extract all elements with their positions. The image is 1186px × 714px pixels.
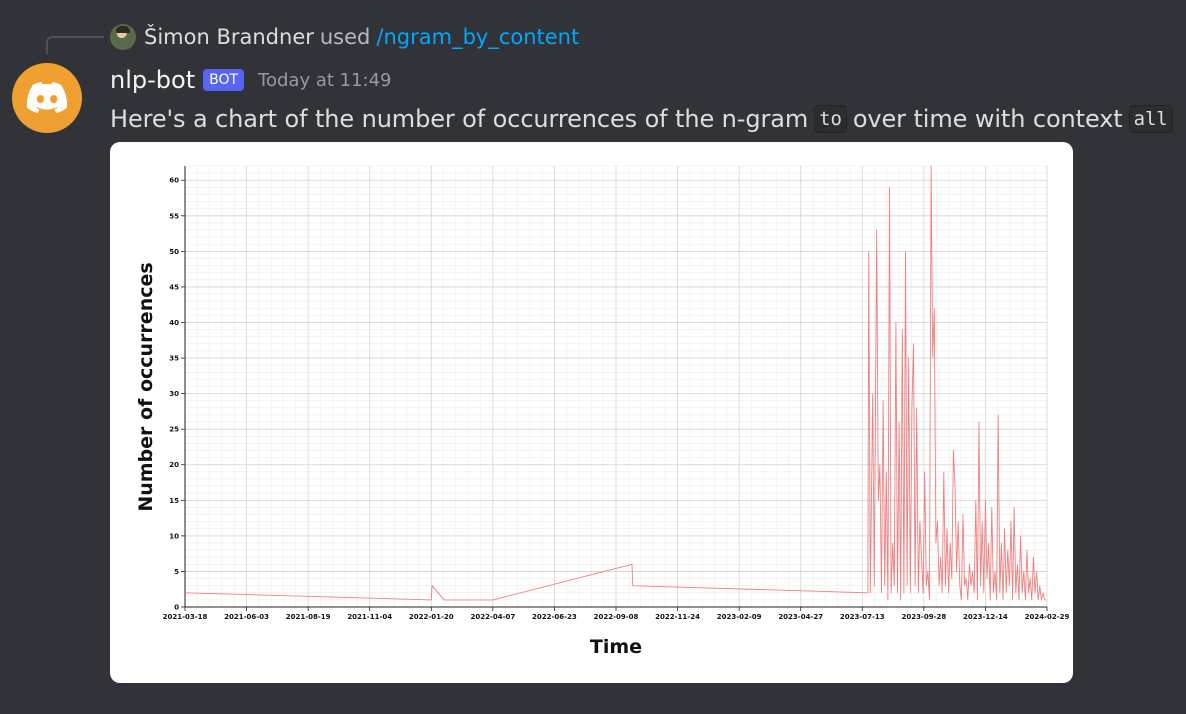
y-tick-label: 20 bbox=[169, 461, 179, 469]
x-tick-label: 2022-01-20 bbox=[409, 613, 454, 621]
x-tick-label: 2023-09-28 bbox=[901, 613, 946, 621]
reply-author[interactable]: Šimon Brandner bbox=[144, 25, 314, 49]
discord-logo-icon bbox=[27, 82, 67, 114]
message-timestamp[interactable]: Today at 11:49 bbox=[258, 69, 392, 91]
x-tick-label: 2021-06-03 bbox=[224, 613, 269, 621]
y-axis-title: Number of occurrences bbox=[135, 262, 157, 511]
y-tick-label: 35 bbox=[169, 355, 179, 363]
x-tick-labels: 2021-03-18 2021-06-03 2021-08-19 2021-11-04… bbox=[163, 613, 1070, 621]
y-tick-label: 30 bbox=[169, 390, 179, 398]
y-tick-label: 50 bbox=[169, 248, 179, 256]
x-axis-title: Time bbox=[590, 636, 642, 658]
x-tick-label: 2023-12-14 bbox=[963, 613, 1008, 621]
x-tick-label: 2021-08-19 bbox=[286, 613, 331, 621]
x-tick-label: 2023-07-13 bbox=[840, 613, 885, 621]
y-tick-labels: 0 5 10 15 20 25 30 35 40 45 50 55 60 bbox=[169, 177, 179, 612]
reply-command-link[interactable]: /ngram_by_content bbox=[376, 25, 580, 49]
reply-used-label: used bbox=[319, 25, 371, 49]
chart-axes bbox=[181, 166, 1048, 611]
x-tick-label: 2021-11-04 bbox=[347, 613, 392, 621]
reply-avatar[interactable] bbox=[110, 24, 136, 50]
message-content: Here's a chart of the number of occurren… bbox=[110, 102, 1179, 136]
bot-badge: BOT bbox=[203, 69, 245, 91]
x-tick-label: 2022-11-24 bbox=[655, 613, 700, 621]
message-header: nlp-bot BOT Today at 11:49 bbox=[110, 62, 392, 98]
bot-username[interactable]: nlp-bot bbox=[110, 66, 196, 94]
reply-connector bbox=[46, 36, 104, 54]
message-text-part1: Here's a chart of the number of occurren… bbox=[110, 105, 809, 133]
x-tick-label: 2022-06-23 bbox=[532, 613, 577, 621]
y-tick-label: 45 bbox=[169, 283, 179, 291]
x-tick-label: 2024-02-29 bbox=[1025, 613, 1070, 621]
x-tick-label: 2022-04-07 bbox=[470, 613, 515, 621]
y-tick-label: 55 bbox=[169, 212, 179, 220]
message-text-part2: over time with context bbox=[852, 105, 1123, 133]
chart-image-attachment[interactable]: 0 5 10 15 20 25 30 35 40 45 50 55 60 2021-03-18 2021-… bbox=[110, 142, 1073, 683]
inline-code-context: all bbox=[1128, 105, 1173, 133]
reply-reference[interactable]: Šimon Brandner used /ngram_by_content bbox=[110, 22, 579, 52]
x-tick-label: 2023-04-27 bbox=[778, 613, 823, 621]
x-tick-label: 2022-09-08 bbox=[594, 613, 639, 621]
y-tick-label: 15 bbox=[169, 497, 179, 505]
series-line bbox=[184, 165, 1047, 601]
x-tick-label: 2021-03-18 bbox=[163, 613, 208, 621]
x-tick-label: 2023-02-09 bbox=[717, 613, 762, 621]
y-tick-label: 60 bbox=[169, 177, 179, 185]
series-lines bbox=[184, 165, 1047, 601]
y-tick-label: 0 bbox=[174, 604, 179, 612]
inline-code-ngram: to bbox=[814, 105, 847, 133]
bot-avatar[interactable] bbox=[12, 63, 82, 133]
y-tick-label: 40 bbox=[169, 319, 179, 327]
y-tick-label: 5 bbox=[174, 568, 179, 576]
y-tick-label: 10 bbox=[169, 532, 179, 540]
y-tick-label: 25 bbox=[169, 426, 179, 434]
